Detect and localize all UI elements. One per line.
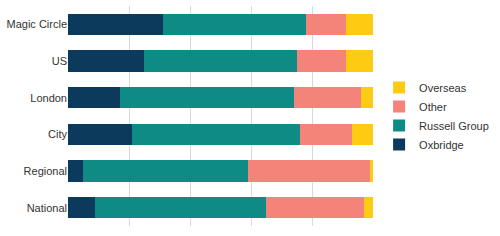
svg-text:Oxbridge: Oxbridge bbox=[419, 139, 464, 151]
svg-text:National: National bbox=[27, 202, 67, 214]
svg-text:Other: Other bbox=[419, 101, 447, 113]
svg-text:City: City bbox=[48, 128, 67, 140]
svg-text:Russell Group: Russell Group bbox=[419, 120, 489, 132]
svg-text:Magic Circle: Magic Circle bbox=[6, 18, 67, 30]
svg-text:Regional: Regional bbox=[24, 165, 67, 177]
svg-text:US: US bbox=[52, 55, 67, 67]
svg-text:London: London bbox=[30, 92, 67, 104]
svg-text:Overseas: Overseas bbox=[419, 82, 467, 94]
